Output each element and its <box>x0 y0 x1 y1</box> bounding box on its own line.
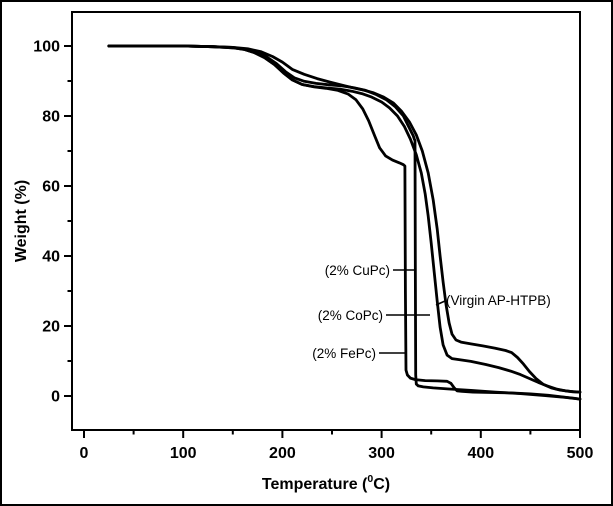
y-tick-label: 100 <box>33 39 60 56</box>
x-tick-label: 0 <box>80 445 89 462</box>
curve-virgin-ap-htpb <box>107 44 582 394</box>
curve-2-copc <box>107 44 582 394</box>
tga-curves <box>107 44 582 401</box>
y-tick-label: 60 <box>42 179 60 196</box>
axis-tick-labels: 0 100 200 300 400 500 0 20 40 60 80 100 <box>33 39 593 463</box>
x-tick-label: 300 <box>368 445 395 462</box>
x-tick-label: 200 <box>269 445 296 462</box>
annotation-leader <box>435 300 446 306</box>
curve-2-cupc <box>107 44 582 401</box>
annotation-label: (2% FePc) <box>312 346 376 361</box>
plot-frame <box>71 11 581 431</box>
annotation-label: (2% CuPc) <box>325 263 390 278</box>
curve-annotations: (2% CuPc) (2% CoPc) (2% FePc) (Virgin AP-HT… <box>312 263 551 361</box>
x-tick-label: 400 <box>467 445 494 462</box>
y-axis-title: Weight (%) <box>13 180 30 262</box>
y-tick-label: 20 <box>42 319 60 336</box>
x-axis-title: Temperature (0C) <box>262 473 390 493</box>
y-tick-label: 0 <box>51 389 60 406</box>
annotation-label: (2% CoPc) <box>318 308 383 323</box>
curve-2-fepc <box>107 44 582 401</box>
annotation-label: (Virgin AP-HTPB) <box>446 293 551 308</box>
x-tick-label: 500 <box>567 445 594 462</box>
y-tick-label: 80 <box>42 109 60 126</box>
x-tick-label: 100 <box>170 445 197 462</box>
y-tick-label: 40 <box>42 249 60 266</box>
axis-ticks <box>64 45 581 438</box>
